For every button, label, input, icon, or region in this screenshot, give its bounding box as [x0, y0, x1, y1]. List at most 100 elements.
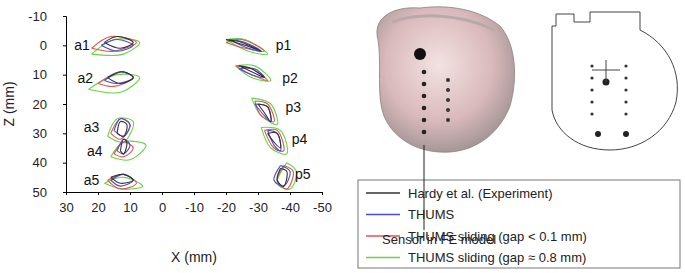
marker-label: a5 — [84, 172, 100, 188]
schematic-dot — [590, 64, 593, 67]
sensor-dot — [446, 78, 450, 82]
x-tick-label: -50 — [313, 200, 332, 215]
y-tick-label: -10 — [28, 9, 47, 24]
y-tick-label: 30 — [33, 126, 47, 141]
schematic-dot — [624, 64, 627, 67]
x-tick-label: 10 — [123, 200, 137, 215]
x-tick: -50 — [313, 192, 332, 215]
x-tick: 0 — [159, 192, 166, 215]
legend-label: THUMS sliding (gap ≈ 0.8 mm) — [408, 250, 586, 265]
x-axis-line — [67, 193, 323, 196]
pointer — [424, 145, 425, 230]
x-tick-mark — [258, 192, 259, 195]
marker-label: a4 — [87, 143, 103, 159]
y-tick: 40 — [33, 155, 66, 170]
plot-area — [88, 36, 296, 189]
legend-swatch — [366, 192, 400, 193]
marker-label: a3 — [84, 119, 100, 135]
x-tick-mark — [130, 192, 131, 195]
x-tick-mark — [194, 192, 195, 195]
y-tick-label: 20 — [33, 97, 47, 112]
inset-label: Sensor in FE model — [382, 232, 496, 247]
x-tick-mark — [322, 192, 323, 195]
y-axis-line — [63, 17, 67, 193]
schematic-dot — [590, 88, 593, 91]
marker-label: p3 — [285, 99, 301, 115]
y-tick: 0 — [40, 38, 66, 53]
y-tick-label: 0 — [40, 38, 47, 53]
legend-label: THUMS — [408, 207, 455, 222]
y-tick-mark — [63, 45, 66, 46]
legend: Hardy et al. (Experiment) THUMS THUMS slid… — [358, 180, 680, 268]
sensor-dot — [422, 106, 427, 111]
x-tick-label: -10 — [185, 200, 204, 215]
schematic-axis — [606, 60, 607, 82]
y-tick-label: 10 — [33, 67, 47, 82]
y-tick: 50 — [33, 185, 66, 200]
brain-shape — [377, 7, 515, 152]
y-tick-mark — [63, 75, 66, 76]
y-tick-label: 50 — [33, 185, 47, 200]
figure: 30 20 10 0 -10 -20 -30 -40 -50 -10 0 10 20 30 40 50 X (m… — [0, 0, 685, 273]
y-tick-label: 40 — [33, 155, 47, 170]
marker-label: a1 — [74, 37, 90, 53]
x-tick: 20 — [91, 192, 105, 215]
y-axis-title: Z (mm) — [1, 81, 17, 126]
y-tick-mark — [63, 192, 66, 193]
schematic-dot — [624, 88, 627, 91]
sensor-dot — [422, 94, 427, 99]
y-tick-mark — [63, 163, 66, 164]
schematic-dot — [590, 76, 593, 79]
sensor-dot — [446, 98, 450, 102]
y-tick: 10 — [33, 67, 66, 82]
sensor-dot — [422, 70, 427, 75]
x-tick-label: 0 — [159, 200, 166, 215]
sensor-dot — [422, 130, 427, 135]
y-tick: 30 — [33, 126, 66, 141]
y-axis: -10 0 10 20 30 40 50 — [28, 9, 66, 200]
schematic-outline — [552, 12, 677, 150]
x-tick-label: 20 — [91, 200, 105, 215]
x-tick: -40 — [281, 192, 300, 215]
brain-top — [392, 16, 494, 30]
x-tick-label: -30 — [249, 200, 268, 215]
x-tick-mark — [162, 192, 163, 195]
x-tick: 30 — [59, 192, 73, 215]
x-tick-mark — [226, 192, 227, 195]
sensor-dot — [446, 108, 450, 112]
schematic-dot — [624, 76, 627, 79]
schematic-dot — [595, 131, 601, 137]
marker-label: a2 — [77, 70, 93, 86]
y-tick: 20 — [33, 97, 66, 112]
marker-label: p1 — [276, 37, 292, 53]
schematic-dot — [590, 112, 593, 115]
marker-label: p2 — [282, 70, 298, 86]
schematic — [552, 12, 677, 150]
marker-label: p4 — [292, 131, 308, 147]
x-tick: 10 — [123, 192, 137, 215]
legend-label: Hardy et al. (Experiment) — [408, 186, 553, 201]
x-axis-title: X (mm) — [171, 249, 217, 265]
schematic-dot — [624, 100, 627, 103]
trajectory — [92, 36, 294, 189]
y-tick-mark — [63, 16, 66, 17]
schematic-axis — [592, 70, 620, 71]
x-axis: 30 20 10 0 -10 -20 -30 -40 -50 — [59, 192, 332, 215]
legend-box — [358, 180, 680, 268]
x-tick-label: 30 — [59, 200, 73, 215]
x-tick: -10 — [185, 192, 204, 215]
x-tick: -20 — [217, 192, 236, 215]
legend-swatch — [366, 214, 400, 215]
marker-label: p5 — [295, 166, 311, 182]
x-tick-label: -40 — [281, 200, 300, 215]
schematic-dot — [590, 100, 593, 103]
brain-model — [377, 7, 515, 230]
x-tick-label: -20 — [217, 200, 236, 215]
trajectory — [101, 39, 290, 186]
y-tick-mark — [63, 133, 66, 134]
sensor-dot — [422, 118, 427, 123]
legend-swatch — [366, 257, 400, 258]
trajectory — [104, 37, 287, 187]
sensor-dot — [422, 82, 427, 87]
x-tick: -30 — [249, 192, 268, 215]
